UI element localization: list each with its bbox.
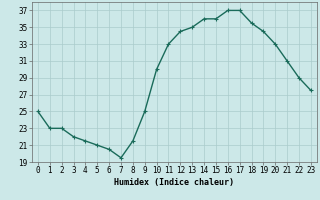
- X-axis label: Humidex (Indice chaleur): Humidex (Indice chaleur): [115, 178, 234, 187]
